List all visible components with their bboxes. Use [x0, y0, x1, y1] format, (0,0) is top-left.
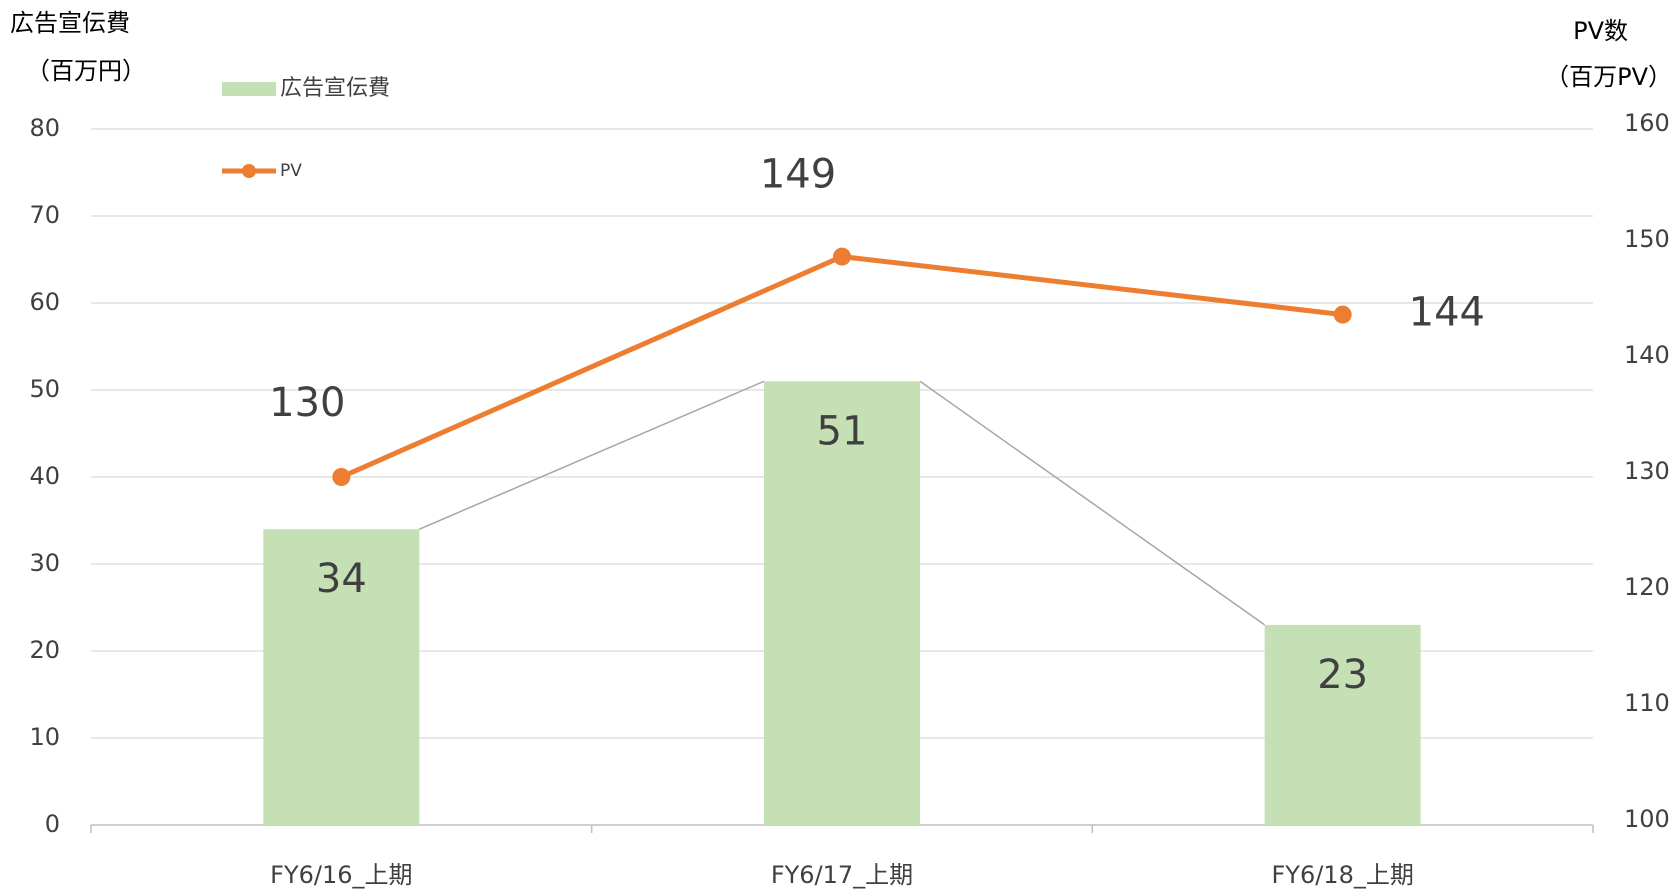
y2-axis-title: PV数 — [1573, 17, 1628, 45]
x-tick-label: FY6/18_上期 — [1271, 861, 1413, 889]
legend-label: PV — [280, 161, 302, 181]
y-axis-title: 広告宣伝費 — [10, 9, 130, 37]
line-point — [1333, 305, 1352, 324]
bar-value-label: 51 — [817, 408, 868, 454]
series-line — [919, 380, 1266, 626]
bar — [263, 529, 420, 825]
x-tick-label: FY6/17_上期 — [771, 861, 913, 889]
y2-axis-unit: （百万PV） — [1545, 63, 1672, 91]
legend-swatch — [222, 82, 276, 96]
bar — [1264, 624, 1421, 825]
y2-tick-label: 120 — [1624, 573, 1670, 601]
y2-tick-label: 110 — [1624, 689, 1670, 717]
y-tick-label: 70 — [29, 201, 60, 229]
bar-value-label: 34 — [316, 556, 367, 602]
y-tick-label: 10 — [29, 723, 60, 751]
x-tick-label: FY6/16_上期 — [270, 861, 412, 889]
y2-tick-label: 160 — [1624, 109, 1670, 137]
bar — [764, 381, 920, 825]
line-point — [332, 468, 351, 486]
y-tick-label: 40 — [29, 462, 60, 490]
y-axis-unit: （百万円） — [26, 57, 146, 85]
y2-tick-label: 130 — [1624, 457, 1670, 485]
y-tick-label: 60 — [29, 288, 60, 316]
series-line — [419, 380, 765, 530]
y-tick-label: 30 — [29, 549, 60, 577]
line-value-label: 130 — [269, 380, 345, 426]
line-point — [833, 247, 851, 266]
bar-value-label: 23 — [1317, 652, 1368, 698]
y-tick-label: 80 — [29, 114, 60, 142]
y-tick-label: 50 — [29, 375, 60, 403]
y2-tick-label: 150 — [1624, 225, 1670, 253]
y-tick-label: 0 — [45, 810, 60, 838]
y2-tick-label: 100 — [1624, 805, 1670, 833]
legend-label: 広告宣伝費 — [280, 76, 390, 101]
y2-tick-label: 140 — [1624, 341, 1670, 369]
legend-marker — [242, 164, 256, 178]
y-tick-label: 20 — [29, 636, 60, 664]
line-value-label: 149 — [760, 152, 836, 198]
line-value-label: 144 — [1409, 290, 1485, 336]
